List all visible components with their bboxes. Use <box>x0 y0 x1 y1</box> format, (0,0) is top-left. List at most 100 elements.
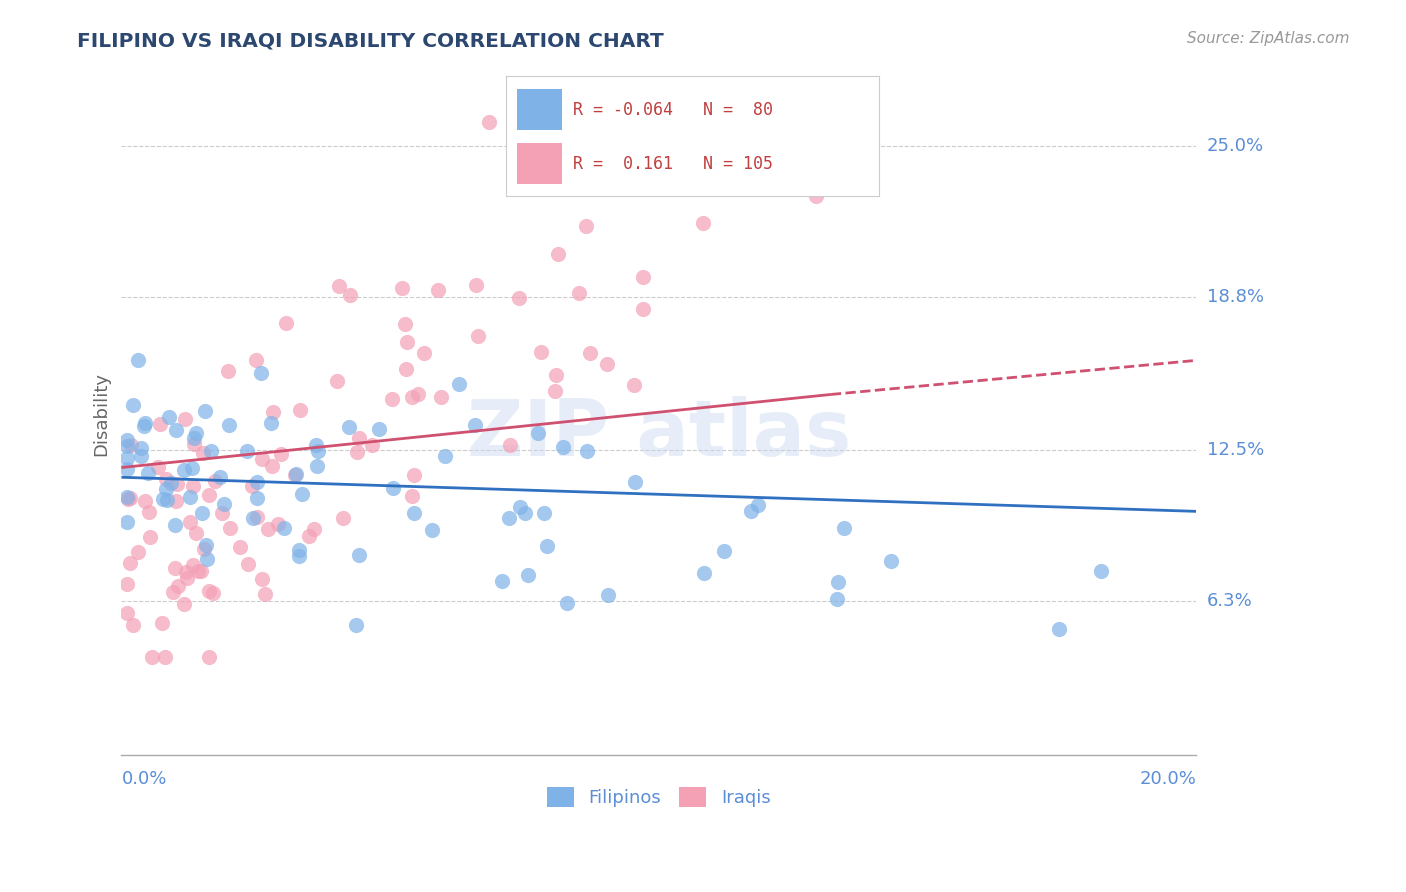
Point <box>631 302 654 317</box>
Point <box>165 423 187 437</box>
Point <box>163 517 186 532</box>
Point <box>734 114 756 128</box>
Point <box>733 135 755 149</box>
Point <box>198 584 221 599</box>
Point <box>183 431 205 445</box>
Point <box>219 521 242 535</box>
Point <box>183 437 205 451</box>
Point <box>402 468 425 483</box>
Point <box>517 568 540 582</box>
Point <box>118 491 141 505</box>
Text: FILIPINO VS IRAQI DISABILITY CORRELATION CHART: FILIPINO VS IRAQI DISABILITY CORRELATION… <box>77 31 664 50</box>
Point <box>544 368 567 382</box>
Point <box>598 588 620 602</box>
FancyBboxPatch shape <box>517 89 562 130</box>
Point <box>623 377 645 392</box>
Point <box>827 575 849 590</box>
Point <box>596 357 619 371</box>
Text: 12.5%: 12.5% <box>1208 442 1264 459</box>
Point <box>693 566 716 580</box>
Point <box>132 418 155 433</box>
Point <box>187 564 209 578</box>
Point <box>290 402 312 417</box>
Point <box>198 488 221 502</box>
Point <box>740 504 762 518</box>
Point <box>305 438 328 452</box>
Point <box>211 507 233 521</box>
Point <box>127 544 149 558</box>
Point <box>115 515 138 529</box>
Point <box>307 458 329 473</box>
Text: 0.0%: 0.0% <box>121 770 167 788</box>
Point <box>129 441 152 455</box>
Point <box>236 557 259 571</box>
Point <box>262 404 284 418</box>
Point <box>193 542 215 557</box>
Point <box>692 216 714 230</box>
Point <box>464 417 486 432</box>
Point <box>465 278 488 293</box>
Point <box>136 467 159 481</box>
Point <box>115 433 138 447</box>
Point <box>513 506 536 520</box>
Point <box>250 572 273 586</box>
Text: 18.8%: 18.8% <box>1208 288 1264 306</box>
Point <box>536 539 558 553</box>
Point <box>344 618 367 632</box>
Point <box>127 352 149 367</box>
Point <box>167 578 190 592</box>
Point <box>772 150 794 164</box>
Point <box>298 529 321 543</box>
Point <box>498 511 520 525</box>
Point <box>381 392 404 406</box>
Point <box>246 491 269 505</box>
Point <box>148 459 170 474</box>
Point <box>176 571 198 585</box>
Point <box>129 450 152 464</box>
Point <box>165 494 187 508</box>
Text: R =  0.161   N = 105: R = 0.161 N = 105 <box>574 154 773 173</box>
Point <box>184 426 207 441</box>
Point <box>122 618 145 632</box>
Point <box>115 439 138 453</box>
Point <box>381 481 404 495</box>
Point <box>533 507 555 521</box>
Point <box>747 498 769 512</box>
FancyBboxPatch shape <box>517 144 562 185</box>
Text: 25.0%: 25.0% <box>1208 137 1264 155</box>
Point <box>250 366 273 380</box>
Point <box>561 157 583 171</box>
Point <box>181 558 204 572</box>
Point <box>429 390 451 404</box>
Point <box>551 440 574 454</box>
Point <box>1047 622 1070 636</box>
Point <box>307 444 329 458</box>
Point <box>527 425 550 440</box>
Point <box>155 472 177 486</box>
Point <box>173 463 195 477</box>
Point <box>391 281 413 295</box>
Point <box>246 475 269 489</box>
Point <box>631 270 654 285</box>
Point <box>291 487 314 501</box>
Point <box>115 607 138 621</box>
Point <box>575 219 598 233</box>
Point <box>367 422 389 436</box>
Point <box>153 650 176 665</box>
Point <box>193 446 215 460</box>
Point <box>544 384 567 398</box>
Point <box>184 525 207 540</box>
Point <box>509 500 531 514</box>
Point <box>173 597 195 611</box>
Point <box>530 345 553 359</box>
Point <box>253 587 276 601</box>
Point <box>149 417 172 431</box>
Point <box>242 511 264 525</box>
Text: ZIP atlas: ZIP atlas <box>467 396 851 473</box>
Point <box>568 286 591 301</box>
Point <box>229 540 252 554</box>
Point <box>406 387 429 401</box>
Point <box>134 416 156 430</box>
Point <box>194 403 217 417</box>
Text: R = -0.064   N =  80: R = -0.064 N = 80 <box>574 101 773 119</box>
